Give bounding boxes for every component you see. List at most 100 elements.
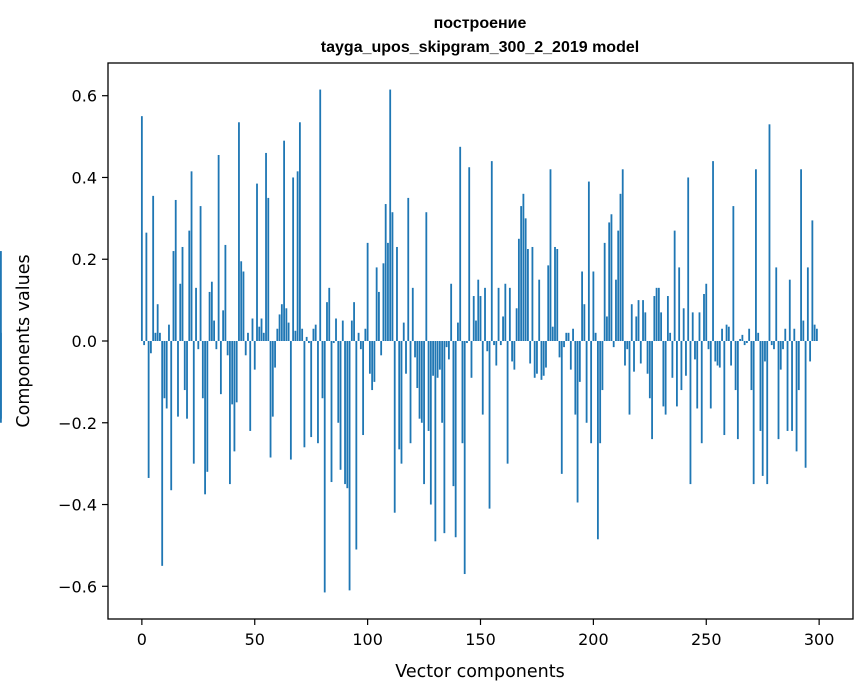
bar xyxy=(326,302,328,341)
bar xyxy=(353,302,355,341)
bar xyxy=(797,341,800,391)
bar xyxy=(745,341,748,344)
bar xyxy=(576,341,579,503)
bar xyxy=(542,341,545,376)
bar xyxy=(269,341,272,458)
bar xyxy=(179,283,182,341)
y-tick-label: −0.4 xyxy=(58,496,97,515)
bar xyxy=(508,287,511,341)
bar xyxy=(782,341,784,350)
bar xyxy=(154,332,157,341)
bar xyxy=(371,341,374,391)
bar xyxy=(730,341,732,366)
bar xyxy=(172,251,175,341)
bar xyxy=(545,341,547,368)
bar xyxy=(687,177,690,341)
y-tick-label: 0.6 xyxy=(72,87,97,106)
bar xyxy=(199,206,202,341)
bar xyxy=(391,212,394,341)
bar xyxy=(610,214,613,341)
bar xyxy=(140,116,143,342)
bar xyxy=(201,341,204,399)
bar xyxy=(301,328,304,341)
bar xyxy=(547,265,550,341)
bar xyxy=(624,341,626,366)
bar xyxy=(612,341,615,348)
bar xyxy=(536,341,538,374)
bar xyxy=(294,330,297,341)
bar xyxy=(362,341,365,436)
bar xyxy=(378,291,380,341)
bar-series xyxy=(0,89,818,593)
bar xyxy=(145,232,148,341)
bar xyxy=(721,328,723,341)
bar xyxy=(484,287,486,341)
bar xyxy=(233,341,236,452)
y-tick-label: 0.0 xyxy=(72,332,97,351)
bar xyxy=(0,341,2,423)
bar xyxy=(452,341,455,487)
bar xyxy=(355,341,358,550)
bar xyxy=(359,341,362,350)
bar xyxy=(402,322,405,341)
bar xyxy=(472,296,475,341)
bar xyxy=(267,197,270,341)
bar xyxy=(504,283,507,341)
bar xyxy=(723,341,726,436)
bar xyxy=(310,341,313,438)
bar xyxy=(603,242,606,341)
bar xyxy=(815,328,818,341)
bar xyxy=(689,341,692,485)
bar xyxy=(791,341,793,431)
bar xyxy=(253,341,256,370)
bar xyxy=(195,287,197,341)
bar xyxy=(666,296,669,341)
bar xyxy=(682,308,685,341)
bar xyxy=(434,341,437,542)
bar xyxy=(335,318,337,341)
bar xyxy=(165,341,168,409)
bar xyxy=(635,316,638,341)
bar xyxy=(170,341,173,491)
bar xyxy=(709,341,712,409)
bar xyxy=(400,341,403,464)
bar xyxy=(615,279,617,341)
bar xyxy=(590,341,593,444)
x-tick-label: 150 xyxy=(465,630,496,649)
bar xyxy=(540,341,543,380)
bar xyxy=(450,283,453,341)
bar xyxy=(671,341,674,378)
bar xyxy=(256,183,258,341)
bar xyxy=(197,341,200,350)
bar xyxy=(323,341,326,593)
bar xyxy=(262,332,265,341)
bar xyxy=(242,271,245,341)
bar xyxy=(479,296,482,341)
bar xyxy=(809,341,812,362)
bar xyxy=(186,341,188,419)
bar xyxy=(463,341,466,575)
bar xyxy=(594,332,597,341)
bar xyxy=(502,316,504,341)
bar xyxy=(793,328,796,341)
bar xyxy=(716,341,719,366)
bar xyxy=(739,338,742,341)
bar xyxy=(705,283,708,341)
bar xyxy=(247,332,249,341)
bar xyxy=(258,326,261,341)
bar xyxy=(533,341,536,378)
bar xyxy=(574,341,577,415)
bar xyxy=(653,296,656,341)
bar xyxy=(190,171,193,341)
bar xyxy=(714,341,717,362)
bar xyxy=(219,341,222,395)
bar xyxy=(527,249,529,341)
bar xyxy=(168,324,170,341)
bar xyxy=(499,341,502,346)
bar xyxy=(578,341,581,382)
bar xyxy=(461,341,464,444)
bar xyxy=(660,312,663,341)
bar xyxy=(416,341,419,389)
y-tick-label: 0.2 xyxy=(72,250,97,269)
bar xyxy=(587,181,590,341)
